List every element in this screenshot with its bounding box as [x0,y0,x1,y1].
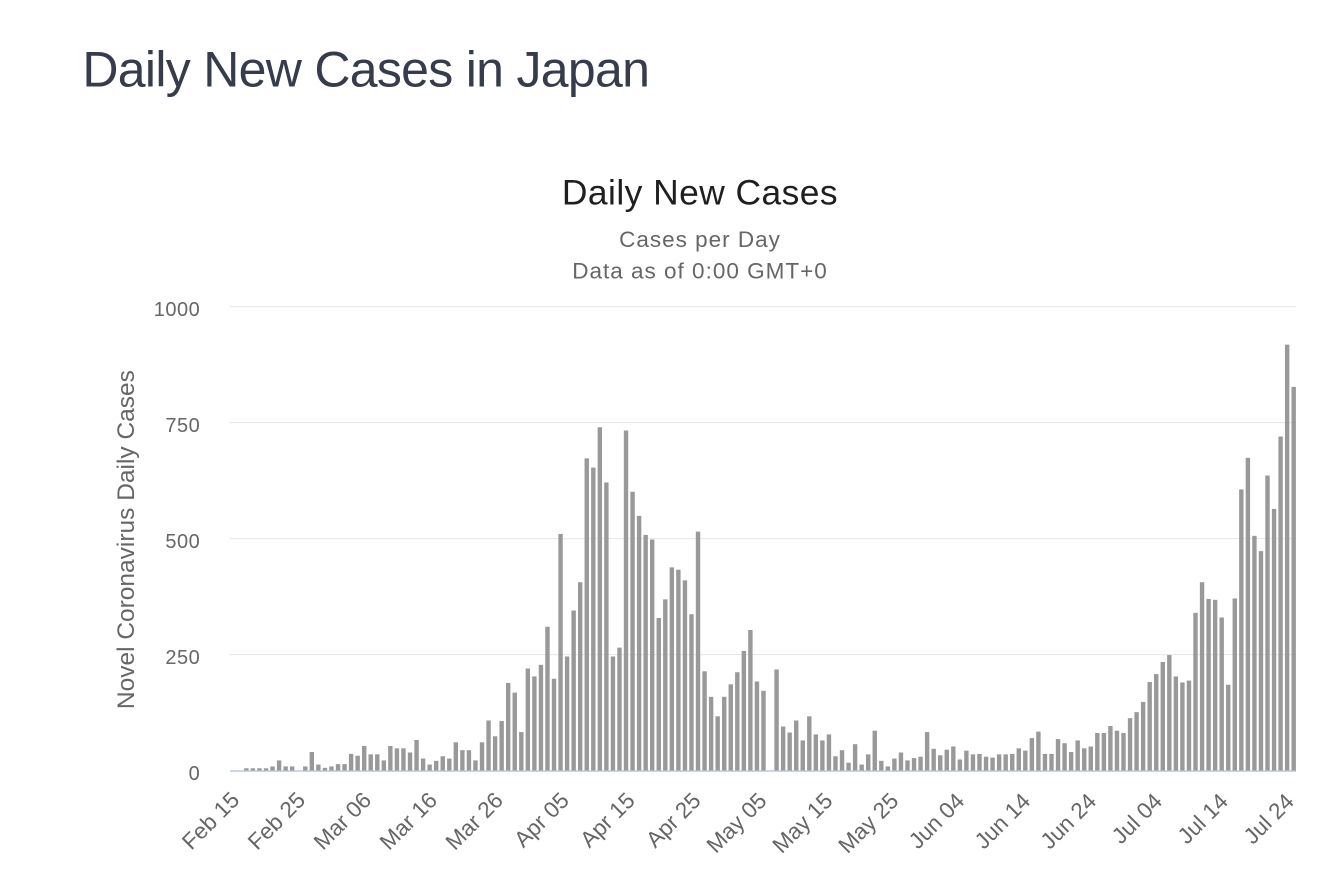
svg-text:May 15: May 15 [768,788,838,858]
svg-text:Mar 06: Mar 06 [309,787,376,854]
svg-text:May 05: May 05 [702,788,772,858]
svg-text:1000: 1000 [154,299,201,321]
svg-text:Mar 16: Mar 16 [375,787,442,854]
svg-text:Jul 24: Jul 24 [1239,789,1299,849]
svg-text:Novel Coronavirus Daily Cases: Novel Coronavirus Daily Cases [113,370,140,709]
svg-text:Jun 04: Jun 04 [904,788,969,853]
svg-text:May 25: May 25 [834,788,904,858]
svg-text:Daily New Cases: Daily New Cases [562,173,838,213]
svg-text:Apr 25: Apr 25 [641,788,706,853]
svg-text:Jun 24: Jun 24 [1036,788,1101,853]
svg-text:Cases per Day: Cases per Day [619,227,781,252]
svg-text:0: 0 [189,763,201,785]
svg-text:250: 250 [165,647,200,669]
svg-text:Daily New Cases in Japan: Daily New Cases in Japan [82,42,649,98]
svg-text:Apr 05: Apr 05 [509,788,574,853]
svg-text:Feb 25: Feb 25 [243,787,310,854]
svg-text:500: 500 [165,531,200,553]
svg-text:750: 750 [165,415,200,437]
svg-text:Mar 26: Mar 26 [441,788,508,855]
svg-text:Jun 14: Jun 14 [970,788,1035,853]
svg-text:Jul 14: Jul 14 [1173,789,1233,849]
svg-text:Apr 15: Apr 15 [575,788,640,853]
svg-text:Jul 04: Jul 04 [1107,789,1167,849]
svg-text:Feb 15: Feb 15 [177,787,244,854]
svg-text:Data as of 0:00 GMT+0: Data as of 0:00 GMT+0 [572,259,828,284]
